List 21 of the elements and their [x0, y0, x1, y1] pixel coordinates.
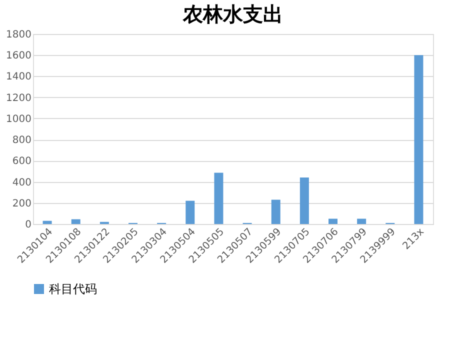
y-tick-label: 0 [25, 220, 32, 230]
y-tick-label: 200 [12, 198, 32, 210]
bar [357, 218, 366, 224]
bar [414, 55, 424, 224]
bar [186, 200, 195, 224]
bar [271, 200, 280, 224]
bar [328, 218, 338, 224]
y-tick-label: 1600 [6, 50, 32, 62]
bar [214, 172, 224, 224]
y-tick-label: 400 [12, 177, 32, 188]
y-tick-label: 1800 [6, 30, 32, 40]
legend-label: 科目代码 [49, 282, 97, 296]
y-tick-label: 800 [12, 135, 32, 146]
bar [42, 220, 52, 224]
y-tick-label: 600 [12, 156, 32, 168]
bar [71, 219, 80, 224]
y-tick-label: 1200 [6, 92, 32, 104]
bar [300, 178, 309, 224]
y-tick-label: 1000 [6, 114, 32, 125]
chart-title: 农林水支出 [182, 4, 283, 26]
y-tick-label: 1400 [6, 72, 32, 83]
